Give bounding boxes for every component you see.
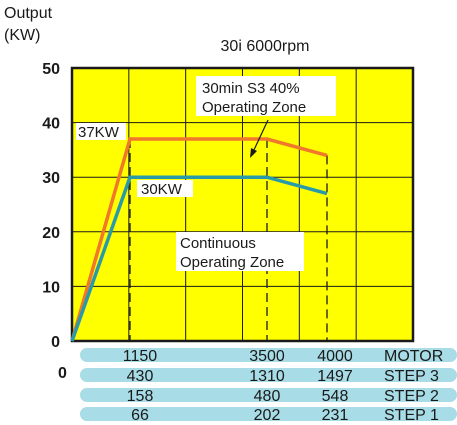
s3-zone-annotation: 30min S3 40% Operating Zone bbox=[196, 76, 336, 116]
y-tick-label: 30 bbox=[42, 170, 60, 187]
speed-row-value: 4000 bbox=[317, 348, 353, 365]
speed-row-bar bbox=[80, 407, 457, 421]
speed-row-value: 158 bbox=[127, 388, 154, 405]
y-axis-ticks: 0 10 20 30 40 50 bbox=[42, 61, 60, 351]
x-origin-label: 0 bbox=[58, 365, 67, 382]
y-tick-label: 20 bbox=[42, 225, 60, 242]
speed-row-value: 548 bbox=[322, 388, 349, 405]
speed-row-bar bbox=[80, 368, 457, 382]
y-tick-label: 10 bbox=[42, 279, 60, 296]
speed-row-label: STEP 3 bbox=[384, 368, 439, 385]
series-line bbox=[70, 175, 328, 342]
y-tick-label: 40 bbox=[42, 116, 60, 133]
speed-row-label: MOTOR bbox=[384, 348, 443, 365]
continuous-power-label: 30KW bbox=[137, 180, 193, 198]
svg-text:37KW: 37KW bbox=[78, 124, 120, 141]
speed-row-value: 202 bbox=[254, 407, 281, 424]
series-line bbox=[70, 137, 328, 342]
series-lines bbox=[70, 137, 328, 342]
y-axis-label-line2: (KW) bbox=[4, 27, 40, 44]
speed-row-bar bbox=[80, 388, 457, 402]
peak-power-label: 37KW bbox=[76, 123, 126, 141]
speed-row-value: 231 bbox=[322, 407, 349, 424]
speed-row-value: 1497 bbox=[317, 368, 353, 385]
y-tick-label: 50 bbox=[42, 61, 60, 78]
speed-row-value: 1310 bbox=[249, 368, 285, 385]
speed-row-value: 480 bbox=[254, 388, 281, 405]
svg-text:30KW: 30KW bbox=[141, 181, 183, 198]
speed-row-value: 3500 bbox=[249, 348, 285, 365]
continuous-zone-annotation: Continuous Operating Zone bbox=[176, 232, 304, 271]
chart-title: 30i 6000rpm bbox=[221, 38, 310, 55]
speed-row-label: STEP 2 bbox=[384, 388, 439, 405]
svg-text:Operating Zone: Operating Zone bbox=[202, 99, 306, 116]
speed-row-value: 1150 bbox=[123, 348, 158, 365]
y-axis-label-line1: Output bbox=[4, 5, 53, 22]
speed-row-bar bbox=[80, 348, 457, 362]
speed-row-value: 66 bbox=[131, 407, 149, 424]
speed-row-label: STEP 1 bbox=[384, 407, 439, 424]
y-tick-label: 0 bbox=[51, 334, 60, 351]
grid-lines bbox=[72, 68, 413, 341]
s3-zone-arrow bbox=[250, 119, 269, 158]
svg-text:Continuous: Continuous bbox=[180, 235, 256, 252]
speed-row-value: 430 bbox=[127, 368, 154, 385]
svg-text:Operating Zone: Operating Zone bbox=[180, 254, 284, 271]
speed-rows: 1150 3500 4000 MOTOR 430 1310 1497 STEP 3 158 480… bbox=[80, 348, 457, 424]
svg-text:30min S3 40%: 30min S3 40% bbox=[202, 80, 300, 97]
